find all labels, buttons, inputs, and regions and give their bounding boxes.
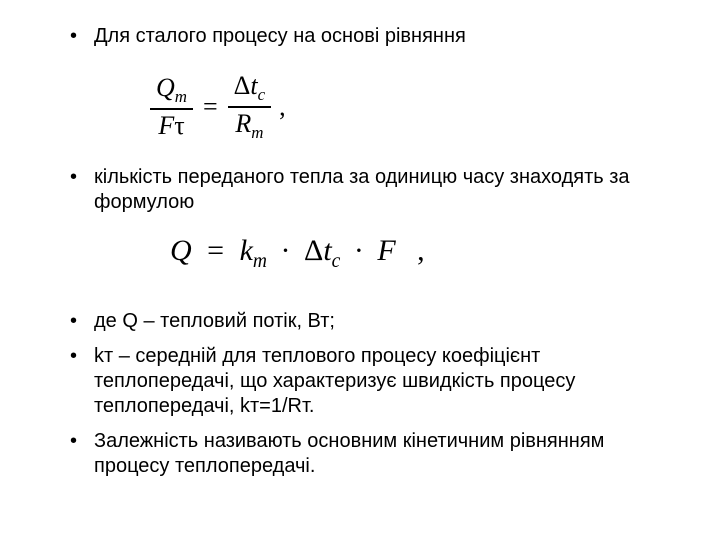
eq1-lhs-fraction: Qm Fτ: [150, 74, 193, 139]
eq1-lhs-den-main: F: [158, 111, 174, 140]
eq2-equals: =: [207, 234, 224, 267]
eq2-delta: Δ: [304, 234, 323, 267]
slide: Для сталого процесу на основі рівняння Q…: [0, 0, 720, 540]
eq2-dot-2: ·: [354, 234, 364, 267]
eq1-rhs-bar: [228, 106, 271, 108]
eq1-lhs-bar: [150, 108, 193, 110]
bullet-list-2: кількість переданого тепла за одиницю ча…: [40, 165, 680, 215]
bullet-item-2: кількість переданого тепла за одиницю ча…: [40, 165, 680, 215]
eq1-rhs-den: Rm: [228, 110, 271, 142]
bullet-item-4: kт – середній для теплового процесу коеф…: [40, 344, 680, 419]
eq1-lhs-den: Fτ: [150, 112, 193, 139]
bullet-list-3: де Q – тепловий потік, Вт; kт – середній…: [40, 309, 680, 479]
eq1-lhs-num-sub: m: [175, 88, 187, 107]
eq1-lhs-den-tau: τ: [174, 111, 184, 140]
eq1-rhs-num-main: t: [250, 71, 257, 100]
eq2-k-sub: m: [253, 251, 267, 272]
gap: [40, 291, 680, 309]
equation-1: Qm Fτ = Δtc Rm ,: [150, 73, 680, 141]
eq1-trailing-comma: ,: [279, 92, 286, 122]
eq2-F: F: [377, 234, 395, 267]
eq1-lhs-num: Qm: [150, 74, 193, 106]
eq1-rhs-fraction: Δtc Rm: [228, 72, 271, 142]
equation-2: Q = km · Δtc · F ,: [170, 233, 680, 273]
eq2-t: t: [323, 234, 331, 267]
eq2-dot-1: ·: [281, 234, 291, 267]
eq1-equals: =: [203, 92, 218, 122]
eq1-lhs-num-main: Q: [156, 73, 175, 102]
eq1-rhs-den-main: R: [235, 109, 251, 138]
bullet-item-1: Для сталого процесу на основі рівняння: [40, 24, 680, 49]
eq1-rhs-den-sub: m: [251, 123, 263, 142]
eq1-rhs-num-sub: c: [258, 85, 266, 104]
bullet-item-3: де Q – тепловий потік, Вт;: [40, 309, 680, 334]
bullet-item-5: Залежність називають основним кінетичним…: [40, 429, 680, 479]
eq1-rhs-delta: Δ: [234, 71, 251, 100]
eq2-k: k: [240, 234, 253, 267]
eq1-rhs-num: Δtc: [228, 72, 271, 104]
bullet-list: Для сталого процесу на основі рівняння: [40, 24, 680, 49]
eq2-Q: Q: [170, 234, 192, 267]
eq2-trailing-comma: ,: [417, 234, 425, 267]
eq2-t-sub: c: [332, 251, 341, 272]
